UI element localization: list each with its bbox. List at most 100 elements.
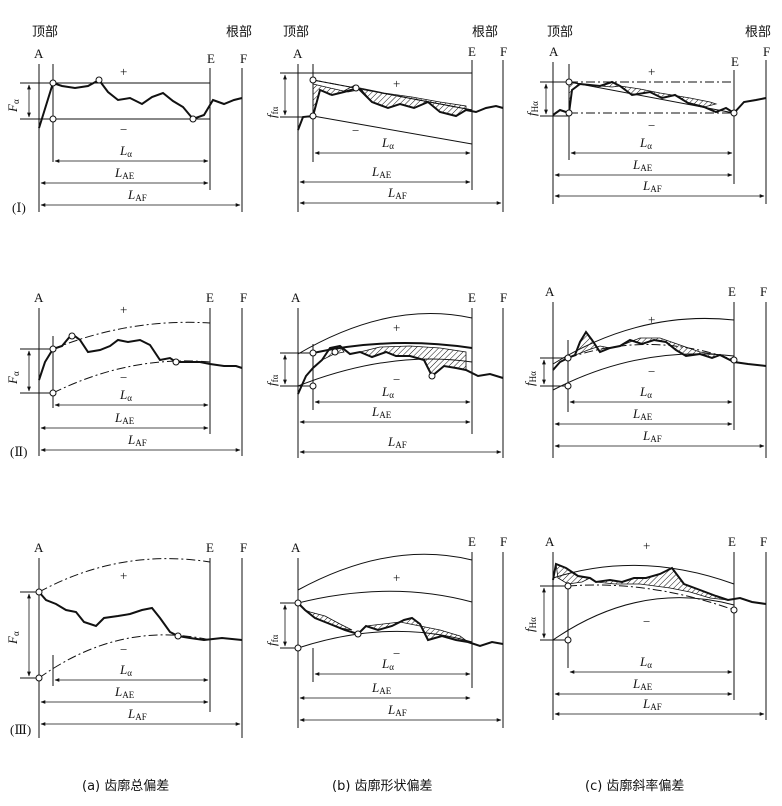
l-alpha-label: Lα [639, 654, 652, 670]
point-a-label: A [293, 46, 303, 61]
panel-c3: A E F + − fHα Lα LAE LAF [522, 534, 767, 720]
panel-c1: 顶部 A E 根部 F + − fHα Lα LAE LAF [524, 25, 771, 204]
l-alpha-label: Lα [119, 662, 132, 678]
plus-sign: + [648, 312, 655, 327]
point-a-label: A [34, 46, 44, 61]
l-af-label: LAF [127, 432, 147, 448]
point-f-label: F [240, 290, 247, 305]
point-e-label: E [731, 54, 739, 69]
l-af-label: LAF [387, 434, 407, 450]
l-alpha-label: Lα [639, 135, 652, 151]
point-a-label: A [34, 290, 44, 305]
caption-a: (a) 齿廓总偏差 [82, 778, 169, 794]
plus-sign: + [648, 64, 655, 79]
fa-label: Fα [5, 99, 21, 113]
panel-b2: A E F + − ffα Lα LAE LAF [264, 290, 507, 458]
point-e-label: E [728, 284, 736, 299]
l-ae-label: LAE [371, 164, 392, 180]
minus-sign: − [120, 370, 127, 385]
panel-a1: 顶部 A E 根部 F + − Fα Lα LAE LAF (Ⅰ) [5, 25, 252, 215]
point-a-label: A [549, 44, 559, 59]
plus-sign: + [393, 320, 400, 335]
l-ae-label: LAE [114, 410, 135, 426]
plus-sign: + [120, 568, 127, 583]
point-f-label: F [500, 290, 507, 305]
point-f-label: F [500, 44, 507, 59]
l-ae-label: LAE [114, 165, 135, 181]
plus-sign: + [120, 302, 127, 317]
top-label: 顶部 [32, 25, 58, 40]
l-ae-label: LAE [371, 404, 392, 420]
minus-sign: − [120, 642, 127, 657]
panel-b1: 顶部 A E 根部 F + − ffα Lα LAE LAF [264, 25, 507, 212]
minus-sign: − [648, 118, 655, 133]
l-alpha-label: Lα [381, 384, 394, 400]
l-af-label: LAF [642, 178, 662, 194]
row-label: (Ⅰ) [12, 200, 26, 215]
row-label: (Ⅱ) [10, 444, 28, 459]
point-f-label: F [240, 540, 247, 555]
minus-sign: − [393, 372, 400, 387]
point-a-label: A [291, 540, 301, 555]
panel-b3: A E F + − ffα Lα LAE LAF [264, 534, 507, 728]
root-label: 根部 [226, 25, 252, 40]
root-label: 根部 [745, 25, 771, 40]
caption-c: (c) 齿廓斜率偏差 [585, 778, 684, 794]
top-label: 顶部 [283, 25, 309, 40]
fha-label: fHα [522, 371, 538, 386]
panel-a2: A E F + − Fα Lα LAE LAF (Ⅱ) [5, 290, 247, 459]
point-a-label: A [545, 284, 555, 299]
l-alpha-label: Lα [119, 143, 132, 159]
plus-sign: + [120, 64, 127, 79]
point-f-label: F [240, 51, 247, 66]
minus-sign: − [120, 122, 127, 137]
point-a-label: A [545, 534, 555, 549]
plus-sign: + [393, 570, 400, 585]
point-f-label: F [763, 44, 770, 59]
point-f-label: F [760, 284, 767, 299]
l-alpha-label: Lα [119, 387, 132, 403]
point-a-label: A [34, 540, 44, 555]
root-label: 根部 [472, 25, 498, 40]
l-ae-label: LAE [632, 406, 653, 422]
minus-sign: − [352, 123, 359, 138]
point-a-label: A [291, 290, 301, 305]
point-f-label: F [760, 534, 767, 549]
l-af-label: LAF [127, 706, 147, 722]
point-e-label: E [206, 290, 214, 305]
captions: (a) 齿廓总偏差 (b) 齿廓形状偏差 (c) 齿廓斜率偏差 [82, 778, 684, 794]
plus-sign: + [643, 538, 650, 553]
plus-sign: + [393, 76, 400, 91]
fha-label: fHα [524, 101, 540, 116]
l-alpha-label: Lα [381, 656, 394, 672]
point-e-label: E [468, 44, 476, 59]
point-e-label: E [468, 534, 476, 549]
panel-a3: A E F + − Fα Lα LAE LAF (Ⅲ) [5, 540, 247, 738]
l-ae-label: LAE [632, 676, 653, 692]
l-af-label: LAF [642, 696, 662, 712]
l-af-label: LAF [387, 185, 407, 201]
l-ae-label: LAE [114, 684, 135, 700]
ffa-label: ffα [264, 374, 280, 386]
point-e-label: E [468, 290, 476, 305]
fa-label: Fα [5, 371, 21, 385]
l-af-label: LAF [127, 187, 147, 203]
point-e-label: E [728, 534, 736, 549]
l-ae-label: LAE [371, 680, 392, 696]
minus-sign: − [393, 646, 400, 661]
panel-c2: A E F + − fHα Lα LAE LAF [522, 284, 767, 458]
point-f-label: F [500, 534, 507, 549]
l-af-label: LAF [642, 428, 662, 444]
l-alpha-label: Lα [639, 384, 652, 400]
fa-label: Fα [5, 631, 21, 645]
ffa-label: ffα [264, 106, 280, 118]
top-label: 顶部 [547, 25, 573, 40]
ffa-label: ffα [264, 634, 280, 646]
point-e-label: E [206, 540, 214, 555]
minus-sign: − [643, 614, 650, 629]
l-af-label: LAF [387, 702, 407, 718]
l-ae-label: LAE [632, 157, 653, 173]
l-alpha-label: Lα [381, 135, 394, 151]
